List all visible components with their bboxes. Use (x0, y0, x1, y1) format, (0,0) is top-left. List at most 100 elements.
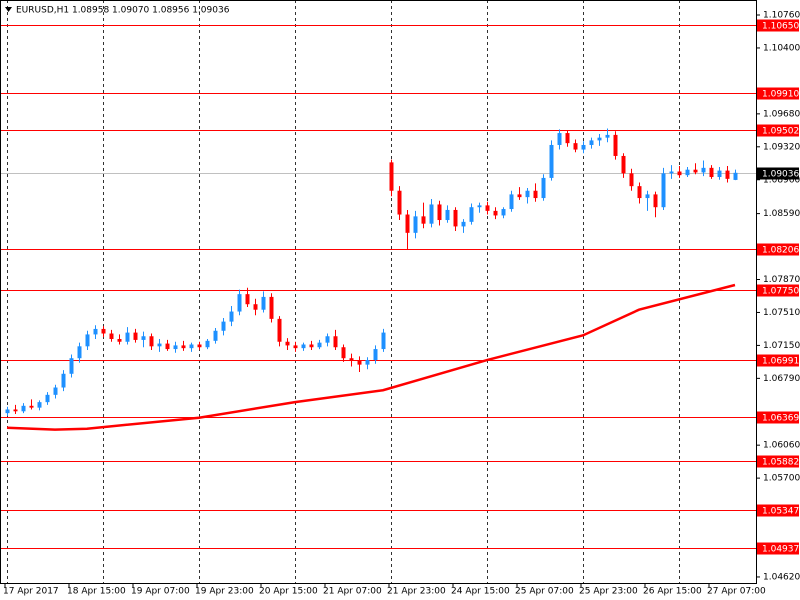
level-label: 1.06369 (762, 414, 799, 424)
candle-body (685, 169, 690, 176)
candle-body (5, 409, 10, 414)
current-price-label: 1.09036 (762, 170, 799, 180)
candle-body (453, 209, 458, 227)
candle-body (421, 216, 426, 224)
candle-body (85, 334, 90, 347)
candle-body (549, 144, 554, 178)
candle-body (125, 332, 130, 342)
candle-body (189, 344, 194, 349)
candle-body (533, 190, 538, 199)
candle-body (277, 318, 282, 342)
candle-body (493, 210, 498, 216)
candle-body (341, 347, 346, 359)
level-label-box (757, 504, 799, 517)
x-tick-label: 19 Apr 23:00 (195, 587, 254, 597)
candle-body (501, 209, 506, 216)
candle-body (669, 171, 674, 174)
candle-body (117, 339, 122, 342)
candle-body (509, 194, 514, 210)
candle-body (605, 134, 610, 138)
candle-body (373, 349, 378, 361)
candle-body (45, 394, 50, 403)
x-tick-label: 21 Apr 07:00 (323, 587, 382, 597)
candle-body (21, 405, 26, 412)
y-tick-label: 1.09680 (763, 109, 800, 119)
candle-body (573, 143, 578, 150)
candle-body (381, 332, 386, 350)
candle-body (477, 205, 482, 208)
level-label: 1.05882 (762, 458, 799, 468)
level-label-box (757, 87, 799, 100)
level-label: 1.05347 (762, 507, 799, 517)
candle-body (173, 345, 178, 350)
y-tick-label: 1.09320 (763, 142, 800, 152)
candle-body (205, 340, 210, 348)
candle-body (69, 358, 74, 374)
candle-body (589, 140, 594, 145)
candle-body (333, 336, 338, 348)
level-label-box (757, 542, 799, 555)
x-tick-label: 24 Apr 15:00 (451, 587, 510, 597)
level-label: 1.09910 (762, 90, 799, 100)
candle-body (693, 169, 698, 173)
candle-body (541, 177, 546, 199)
y-tick-label: 1.08960 (763, 175, 800, 185)
candle-body (677, 171, 682, 176)
level-label: 1.09502 (762, 127, 799, 137)
candle-body (405, 214, 410, 233)
candle-body (485, 205, 490, 211)
menu-arrow[interactable] (5, 7, 12, 12)
candle-body (141, 336, 146, 340)
y-tick-label: 1.07150 (763, 341, 800, 351)
candle-body (637, 186, 642, 199)
level-label-box (757, 284, 799, 297)
candle-body (645, 194, 650, 199)
level-label: 1.06991 (762, 357, 799, 367)
level-label-box (757, 243, 799, 256)
candle-body (245, 294, 250, 305)
x-tick-label: 17 Apr 2017 (3, 587, 59, 597)
candle-body (253, 304, 258, 310)
y-tick-label: 1.07510 (763, 308, 800, 318)
candle-body (93, 328, 98, 335)
level-label-box (757, 455, 799, 468)
level-label-box (757, 124, 799, 137)
candle-body (701, 167, 706, 173)
candle-body (525, 190, 530, 198)
x-tick-label: 18 Apr 15:00 (67, 587, 126, 597)
level-label-box (757, 354, 799, 367)
candle-body (365, 360, 370, 365)
x-tick-label: 26 Apr 15:00 (643, 587, 702, 597)
candle-body (181, 345, 186, 349)
candle-body (581, 144, 586, 150)
level-label: 1.07750 (762, 287, 799, 297)
candle-body (621, 155, 626, 174)
y-tick-label: 1.06060 (763, 441, 800, 451)
x-tick-label: 27 Apr 07:00 (707, 587, 766, 597)
moving-average (6, 283, 736, 431)
candle-body (445, 209, 450, 221)
x-tick-label: 19 Apr 07:00 (131, 587, 190, 597)
candle-body (221, 321, 226, 331)
candle-body (301, 344, 306, 349)
candle-body (653, 194, 658, 208)
candle-body (61, 373, 66, 388)
plot-border (0, 0, 757, 584)
candle-body (397, 190, 402, 215)
y-tick-label: 1.10760 (763, 11, 800, 21)
candle-body (109, 333, 114, 340)
chart-title: EURUSD,H1 1.08958 1.09070 1.08956 1.0903… (16, 6, 230, 16)
x-tick-label: 25 Apr 07:00 (515, 587, 574, 597)
level-label-box (757, 411, 799, 424)
candle-body (629, 173, 634, 187)
candle-body (261, 296, 266, 310)
candle-body (357, 360, 362, 365)
x-tick-label: 25 Apr 23:00 (579, 587, 638, 597)
candle-body (293, 345, 298, 349)
candle-body (213, 330, 218, 341)
y-tick-label: 1.04620 (763, 572, 800, 582)
candle-body (101, 328, 106, 334)
